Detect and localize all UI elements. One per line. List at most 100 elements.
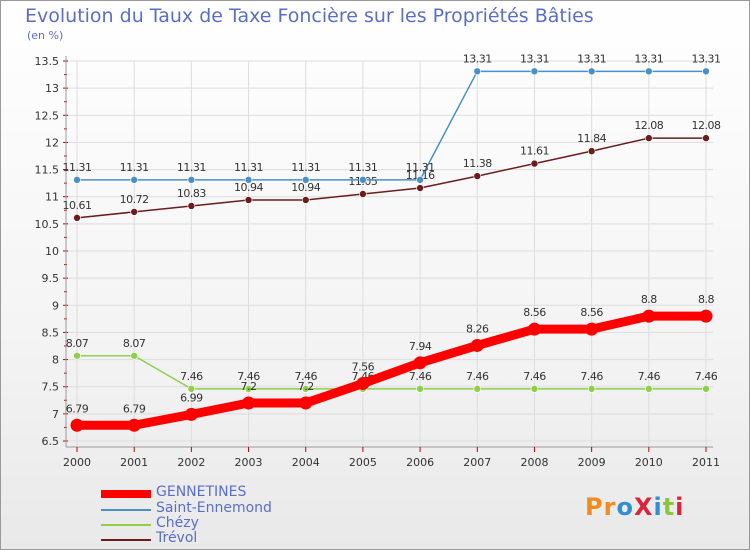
x-tick-label: 2009 (578, 456, 606, 469)
data-label: 12.08 (634, 119, 663, 132)
data-label: 8.8 (641, 293, 657, 306)
data-point (645, 134, 653, 142)
data-label: 13.31 (577, 52, 606, 65)
data-point (127, 418, 141, 432)
data-label: 7.46 (580, 370, 603, 383)
data-point (587, 67, 596, 76)
data-label: 7.46 (638, 370, 661, 383)
data-label: 11.31 (291, 161, 320, 174)
data-point (587, 385, 596, 393)
y-tick-label: 9 (52, 299, 59, 312)
data-point (244, 385, 253, 393)
x-tick-label: 2010 (635, 456, 663, 469)
data-point (244, 176, 253, 184)
legend-label: Chézy (156, 515, 199, 531)
legend-label: Trévol (156, 530, 198, 546)
data-label: 13.31 (463, 52, 492, 65)
data-point (73, 176, 81, 184)
y-tick-label: 11.5 (35, 164, 60, 177)
data-point (530, 67, 539, 76)
data-label: 11.31 (63, 161, 92, 174)
x-tick-label: 2003 (235, 456, 263, 469)
data-point (130, 351, 138, 360)
x-tick-label: 2000 (63, 456, 91, 469)
x-tick-label: 2006 (406, 456, 434, 469)
data-label: 11.61 (520, 145, 549, 158)
series-gennetines: 6.79 6.79 6.99 7.2 7.2 7.56 7.94 8.26 8.56 8.56 8.… (66, 293, 715, 432)
data-point (73, 351, 81, 360)
data-point (585, 322, 599, 336)
y-tick-label: 12 (45, 136, 59, 149)
x-tick-label: 2004 (292, 456, 320, 469)
data-point (242, 396, 256, 410)
data-label: 7.46 (294, 370, 317, 383)
y-tick-label: 6.5 (42, 435, 60, 448)
data-point (587, 147, 596, 155)
data-label: 7.2 (298, 380, 314, 393)
data-label: 7.94 (409, 340, 432, 353)
data-label: 7.56 (352, 360, 375, 373)
y-tick-label: 10.5 (35, 218, 60, 231)
data-label: 7.46 (466, 370, 489, 383)
legend-swatch (101, 490, 151, 498)
data-point (187, 385, 196, 393)
data-label: 11.31 (120, 161, 149, 174)
line-chart: 6.5 7 7.5 8 8.5 9 9.5 10 10.5 11 11.5 12 12.5 13 13.5 2… (35, 52, 722, 469)
data-label: 8.07 (123, 337, 146, 350)
data-label: 13.31 (692, 52, 721, 65)
data-label: 11.31 (406, 161, 435, 174)
data-point (301, 176, 310, 184)
data-label: 7.46 (409, 370, 432, 383)
data-point (702, 385, 710, 393)
data-label: 10.94 (234, 181, 263, 194)
data-label: 6.79 (123, 402, 146, 415)
x-tick-label: 2002 (177, 456, 205, 469)
data-point (299, 396, 313, 410)
data-label: 6.99 (180, 391, 203, 404)
data-point (187, 176, 196, 184)
legend-swatch (101, 539, 151, 541)
data-label: 7.46 (523, 370, 546, 383)
series-line (72, 311, 711, 430)
series-saint-ennemond: 11.31 11.31 11.31 11.31 11.31 11.31 11.31 13.31… (63, 52, 721, 184)
data-label: 8.56 (580, 306, 603, 319)
data-point (699, 309, 713, 323)
series-chézy: 8.07 8.07 7.46 7.46 7.46 7.46 7.46 7.46 7.46 7.46… (66, 337, 718, 393)
data-point (473, 67, 482, 76)
series-line (76, 355, 707, 390)
x-tick-label: 2001 (120, 456, 148, 469)
data-label: 11.38 (463, 157, 492, 170)
data-point (470, 338, 484, 352)
series-line (76, 137, 707, 219)
y-tick-label: 10 (45, 245, 59, 258)
data-label: 8.07 (66, 337, 89, 350)
y-tick-label: 11 (45, 191, 59, 204)
data-point (301, 196, 310, 204)
data-point (645, 385, 653, 393)
data-point (413, 356, 427, 370)
data-point (187, 202, 196, 210)
legend-label: Saint-Ennemond (156, 500, 272, 516)
chart-title: Evolution du Taux de Taxe Foncière sur l… (25, 5, 594, 27)
data-label: 7.46 (180, 370, 203, 383)
data-point (359, 176, 367, 184)
data-point (130, 208, 138, 216)
data-point (130, 176, 138, 184)
data-label: 12.08 (692, 119, 721, 132)
data-label: 11.31 (177, 161, 206, 174)
y-tick-label: 13 (45, 82, 59, 95)
data-label: 13.31 (634, 52, 663, 65)
x-tick-label: 2007 (463, 456, 491, 469)
data-point (244, 196, 253, 204)
data-label: 10.72 (120, 193, 149, 206)
proxiti-logo: ProXiti (585, 493, 685, 521)
data-point (416, 385, 424, 393)
data-label: 11.84 (577, 132, 606, 145)
series-trévol: 10.6110.7210.8310.9410.9411.0511.1611.38… (63, 119, 721, 222)
y-tick-label: 8.5 (42, 326, 60, 339)
y-tick-label: 13.5 (35, 55, 60, 68)
data-label: 11.16 (406, 169, 435, 182)
data-label: 13.31 (520, 52, 549, 65)
data-point (530, 159, 539, 168)
data-label: 11.31 (348, 161, 377, 174)
